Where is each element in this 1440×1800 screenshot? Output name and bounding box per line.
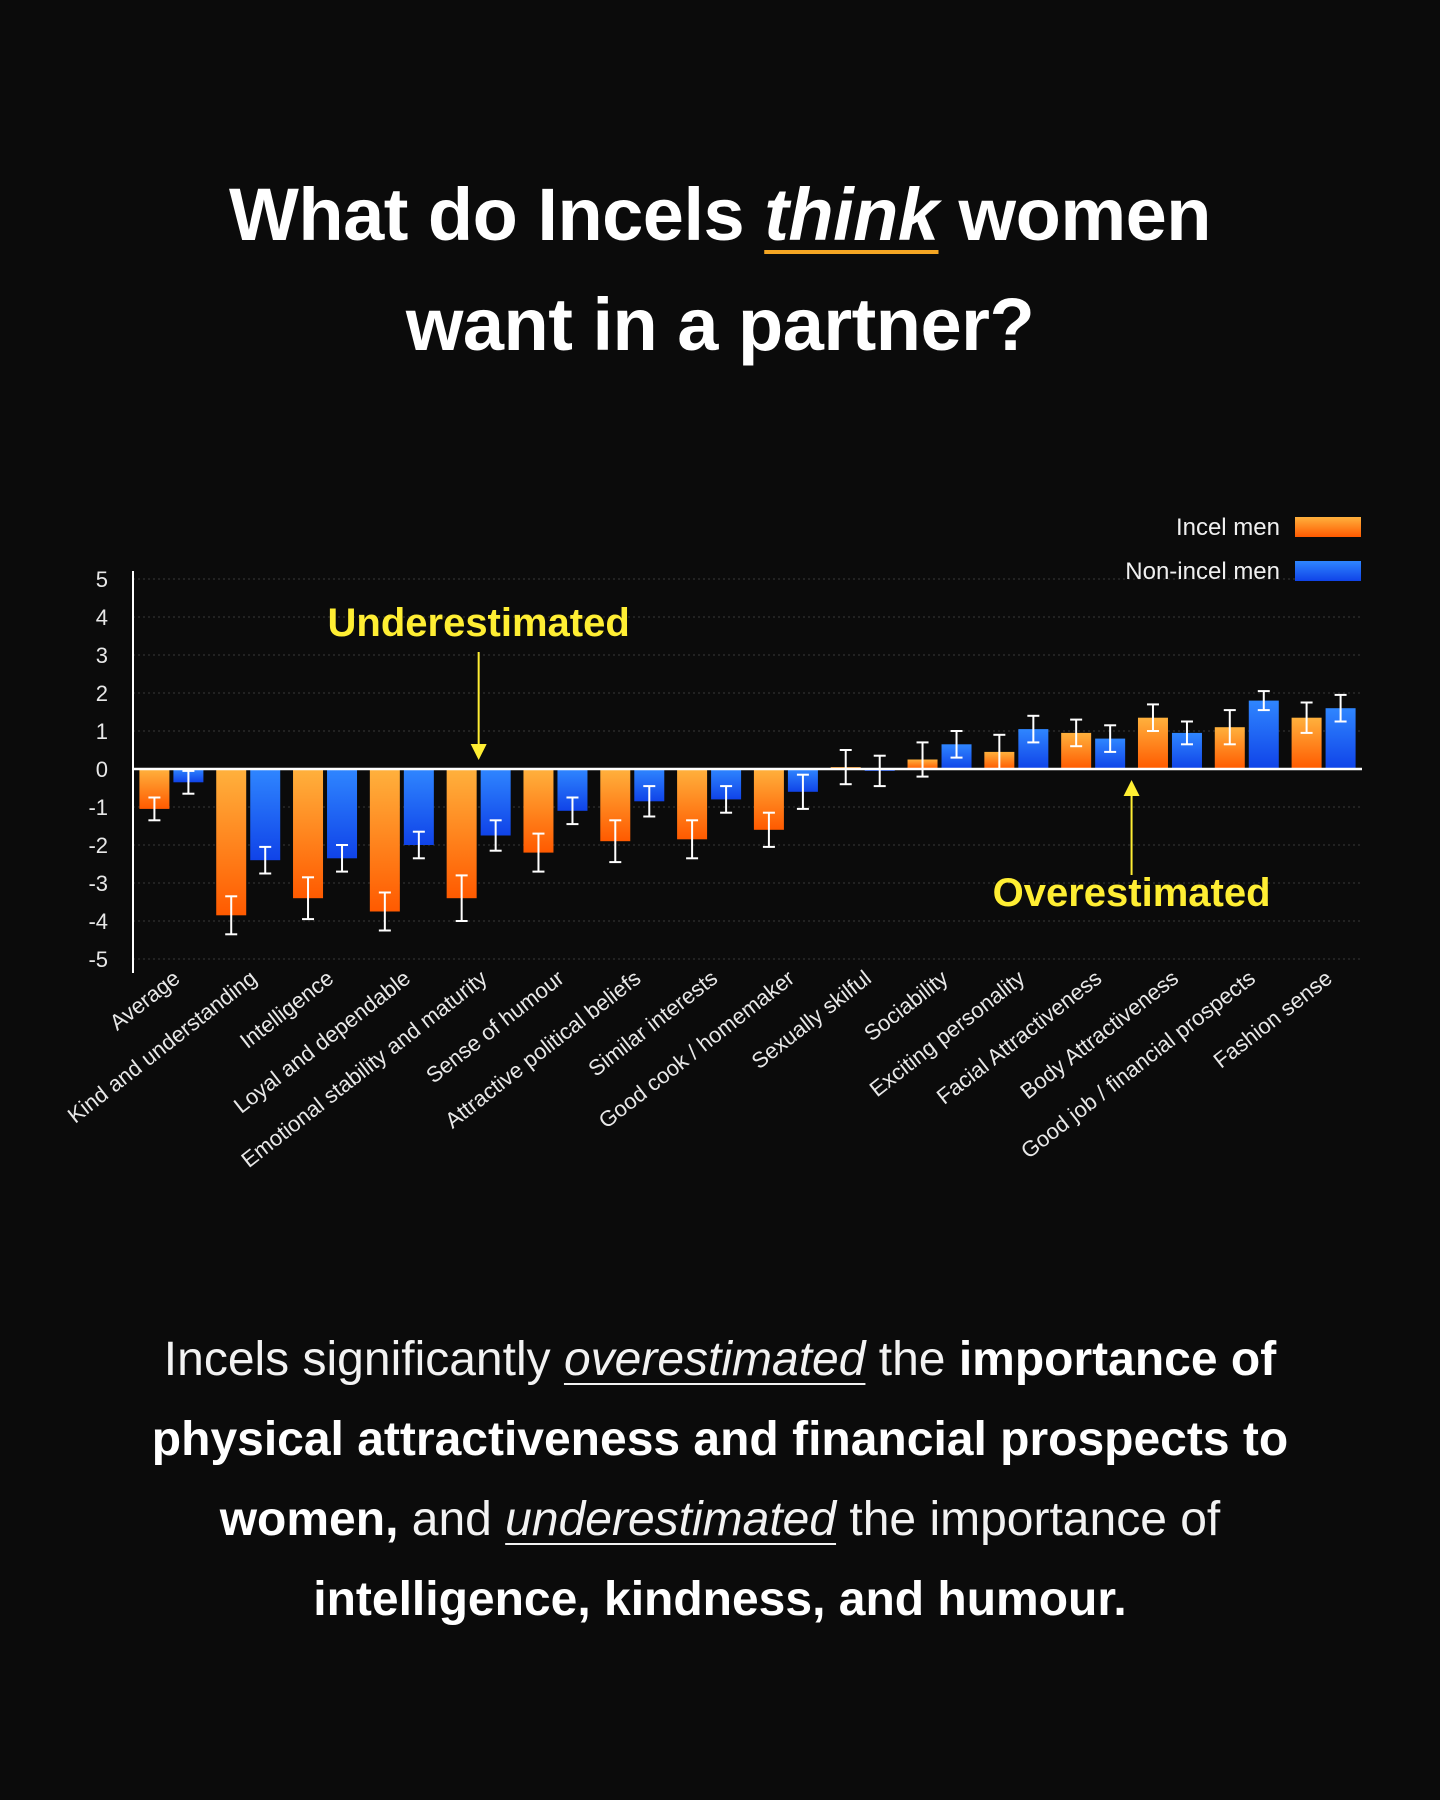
y-tick-label: -1	[88, 795, 108, 820]
caption-overestimated: overestimated	[563, 1333, 866, 1386]
y-tick-label: 5	[96, 567, 108, 592]
legend-swatch-non-incel	[1295, 561, 1361, 581]
bar-non-incel	[1248, 700, 1279, 769]
axes	[132, 571, 1362, 973]
caption: Incels significantly overestimated the i…	[80, 1320, 1360, 1640]
caption-s8: intelligence, kindness, and humour.	[313, 1573, 1127, 1626]
category-label: Similar interests	[583, 965, 722, 1081]
y-tick-labels: 5 4 3 2 1 0 -1 -2 -3 -4 -5	[88, 567, 108, 972]
y-tick-label: 3	[96, 643, 108, 668]
legend-label: Non-incel men	[1125, 558, 1280, 585]
legend-label: Incel men	[1176, 514, 1280, 541]
annotation-underestimated: Underestimated	[328, 601, 630, 645]
y-tick-label: 0	[96, 757, 108, 782]
annotations: Underestimated Overestimated	[328, 601, 1271, 915]
caption-s1: Incels significantly	[163, 1333, 564, 1386]
bar-non-incel	[327, 769, 358, 859]
y-tick-label: -2	[88, 833, 108, 858]
y-tick-label: 2	[96, 681, 108, 706]
title-emphasis: think	[764, 173, 939, 256]
caption-underestimated: underestimated	[505, 1493, 837, 1546]
title-line2: want in a partner?	[405, 283, 1035, 366]
legend: Incel men Non-incel men	[1125, 514, 1361, 585]
y-tick-label: 1	[96, 719, 108, 744]
bar-incel	[216, 769, 247, 916]
bars	[139, 690, 1356, 936]
title-part2: women	[938, 173, 1212, 256]
bar-non-incel	[250, 769, 281, 861]
caption-s3: the	[865, 1333, 959, 1386]
caption-s5: and	[398, 1493, 506, 1546]
legend-swatch-incel	[1295, 517, 1361, 537]
bar-incel	[369, 769, 400, 912]
y-tick-label: 4	[96, 605, 108, 630]
y-tick-label: -3	[88, 871, 108, 896]
title-part1: What do Incels	[229, 173, 765, 256]
y-tick-label: -5	[88, 947, 108, 972]
page-title: What do Incels think women want in a par…	[0, 160, 1440, 380]
caption-s7: the importance of	[836, 1493, 1221, 1546]
annotation-overestimated: Overestimated	[993, 871, 1271, 915]
y-tick-label: -4	[88, 909, 108, 934]
caption-s4: importance of physical attractiveness an…	[151, 1333, 1289, 1546]
